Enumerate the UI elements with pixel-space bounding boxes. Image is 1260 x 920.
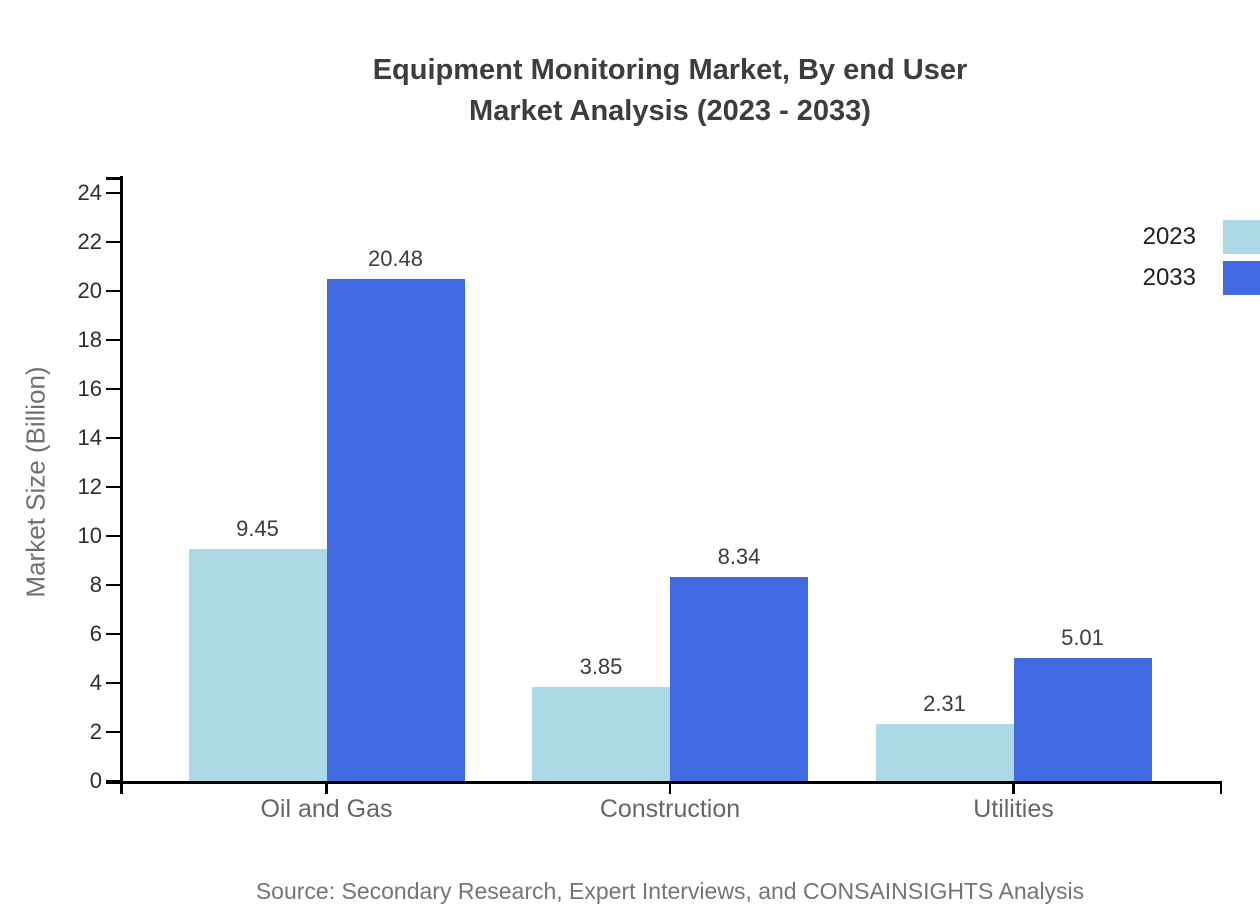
legend-label-2023: 2023 [1142,223,1196,250]
y-tick [106,681,120,685]
bar-2033-oil-and-gas [326,279,465,781]
y-axis-line [120,176,123,794]
y-tick [106,436,120,440]
y-tick [106,485,120,489]
y-tick-label: 2 [89,719,102,744]
bar-2033-utilities [1013,658,1152,781]
legend-swatch-2023 [1223,220,1260,254]
x-axis-line [106,781,1222,784]
y-tick-label: 4 [89,670,102,695]
y-tick [106,632,120,636]
chart-title-line2: Market Analysis (2023 - 2033) [469,95,871,127]
source-text: Source: Secondary Research, Expert Inter… [255,878,1085,904]
y-tick-label: 22 [77,229,102,254]
y-tick [106,289,120,293]
y-tick-label: 16 [77,376,102,401]
y-tick [106,387,120,391]
y-tick-label: 0 [89,768,102,793]
value-label-2023-oil-and-gas: 9.45 [236,516,279,542]
y-tick [106,583,120,587]
y-tick-label: 8 [89,572,102,597]
y-tick-label: 24 [77,180,102,205]
y-tick [106,338,120,342]
value-label-2033-oil-and-gas: 20.48 [367,246,424,272]
y-tick-label: 14 [77,425,102,450]
y-tick-label: 18 [77,327,102,352]
y-axis-endcap-tick [106,177,120,180]
y-tick-label: 10 [77,523,102,548]
x-axis-endcap-tick [1219,784,1222,794]
value-label-2023-utilities: 2.31 [923,691,966,717]
y-tick [106,730,120,734]
legend-swatch-2033 [1223,261,1260,295]
bar-2023-oil-and-gas [188,549,327,781]
x-tick [668,784,672,794]
y-tick-label: 6 [89,621,102,646]
bar-2033-construction [670,576,808,781]
y-tick-label: 20 [77,278,102,303]
y-tick [106,534,120,538]
chart-title: Equipment Monitoring Market, By end User… [80,50,1260,132]
bar-2023-construction [532,686,670,781]
y-tick-label: 12 [77,474,102,499]
x-tick [325,784,328,794]
y-tick [106,240,120,244]
x-tick [1012,784,1015,794]
x-category-label: Construction [599,795,741,823]
legend-label-2033: 2033 [1142,264,1196,291]
y-tick [106,191,120,195]
value-label-2033-construction: 8.34 [717,543,761,569]
bar-2023-utilities [875,724,1014,781]
value-label-2023-construction: 3.85 [579,653,623,679]
value-label-2033-utilities: 5.01 [1061,625,1104,651]
x-category-label: Utilities [973,795,1054,823]
y-tick [106,779,120,783]
chart-title-line1: Equipment Monitoring Market, By end User [372,54,968,86]
x-category-label: Oil and Gas [260,795,393,823]
